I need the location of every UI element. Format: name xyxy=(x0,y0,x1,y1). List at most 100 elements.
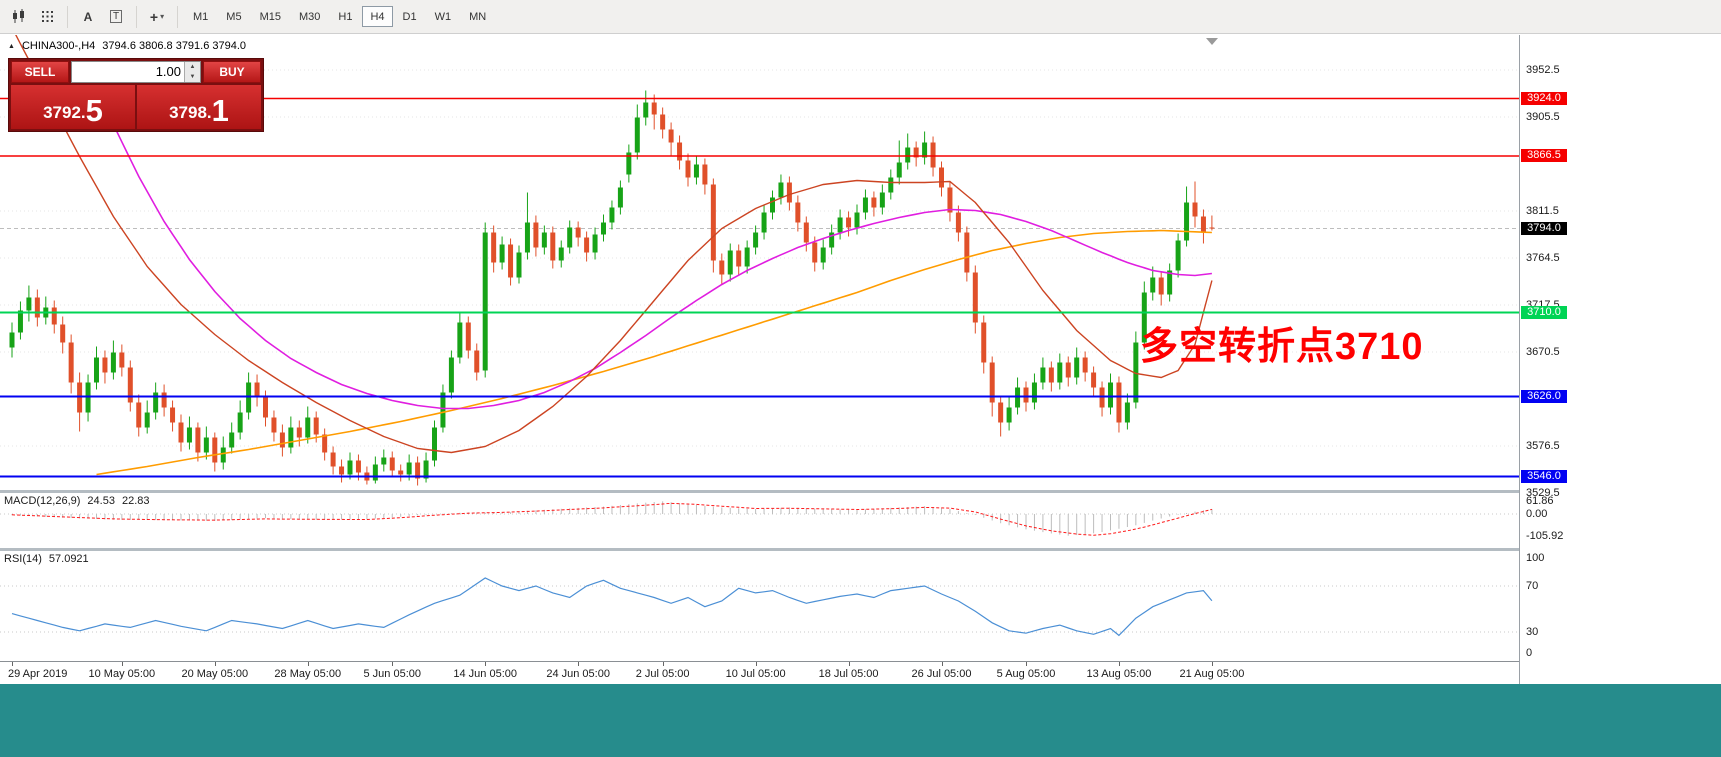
toolbar-separator xyxy=(177,5,178,28)
time-tick xyxy=(121,662,123,666)
bid-price-big-digit: 5 xyxy=(85,93,103,128)
font-tool-button[interactable]: A xyxy=(75,5,101,29)
time-label: 5 Aug 05:00 xyxy=(996,668,1056,680)
grid-lines xyxy=(0,69,1519,447)
chart-legend: ▲ CHINA300-,H4 3794.6 3806.8 3791.6 3794… xyxy=(8,40,246,52)
bottom-bar xyxy=(0,684,1721,757)
timeframe-m15[interactable]: M15 xyxy=(252,6,289,27)
mid-ma-line xyxy=(87,64,1212,410)
chart-symbol-timeframe: CHINA300-,H4 xyxy=(21,40,96,52)
price-scale-label: 3764.5 xyxy=(1526,252,1560,264)
time-label: 13 Aug 05:00 xyxy=(1086,668,1152,680)
timeframe-m1[interactable]: M1 xyxy=(185,6,216,27)
timeframe-h4[interactable]: H4 xyxy=(362,6,393,27)
macd-panel-label: MACD(12,26,9) 24.53 22.83 xyxy=(4,495,149,507)
toolbar-separator xyxy=(67,5,68,28)
time-label: 29 Apr 2019 xyxy=(8,668,68,680)
time-tick xyxy=(392,662,394,666)
volume-input[interactable]: 1.00 ▲ ▼ xyxy=(71,61,201,83)
time-label: 10 May 05:00 xyxy=(88,668,156,680)
chart-annotation-text: 多空转折点3710 xyxy=(1140,326,1424,368)
time-label: 21 Aug 05:00 xyxy=(1179,668,1245,680)
timeframe-w1[interactable]: W1 xyxy=(427,6,460,27)
candlestick-style-button[interactable] xyxy=(6,5,32,29)
price-tag-3626.0: 3626.0 xyxy=(1521,389,1567,403)
macd-signal-line xyxy=(11,502,1213,536)
crosshair-tool-icon: + xyxy=(149,8,159,25)
time-label: 28 May 05:00 xyxy=(274,668,342,680)
price-chart-panel[interactable]: ▲ CHINA300-,H4 3794.6 3806.8 3791.6 3794… xyxy=(0,35,1519,490)
macd-scale-label: 0.00 xyxy=(1526,508,1548,520)
fast-ma-line xyxy=(15,35,1213,454)
rsi-value: 57.0921 xyxy=(48,553,89,565)
panel-separator[interactable] xyxy=(0,490,1580,493)
macd-chart xyxy=(0,501,1519,536)
scale-separator xyxy=(1519,35,1520,684)
macd-histogram xyxy=(11,501,1213,536)
volume-decrease-icon[interactable]: ▼ xyxy=(189,74,196,80)
rsi-panel[interactable]: RSI(14) 57.0921 xyxy=(0,551,1519,661)
slow-ma-line xyxy=(96,229,1212,476)
collapse-panel-icon[interactable]: ▲ xyxy=(8,42,15,50)
one-click-trading-panel: SELL 1.00 ▲ ▼ BUY 3792. 5 3798. 1 xyxy=(8,58,264,132)
candlestick-chart[interactable] xyxy=(0,35,1519,490)
macd-panel[interactable]: MACD(12,26,9) 24.53 22.83 xyxy=(0,493,1519,548)
rsi-scale-label: 30 xyxy=(1526,625,1539,638)
volume-value[interactable]: 1.00 xyxy=(155,64,181,79)
buy-price-button[interactable]: 3798. 1 xyxy=(137,85,261,129)
timeframe-m30[interactable]: M30 xyxy=(291,6,328,27)
time-tick xyxy=(662,662,664,666)
sell-price-button[interactable]: 3792. 5 xyxy=(11,85,135,129)
text-label-tool-button[interactable]: T xyxy=(103,5,129,29)
price-tag-3924.0: 3924.0 xyxy=(1521,91,1567,105)
rsi-panel-label: RSI(14) 57.0921 xyxy=(4,553,89,565)
grid-style-button[interactable] xyxy=(34,5,60,29)
price-scale[interactable]: 3952.53905.53811.53764.53717.53670.53576… xyxy=(1520,35,1720,684)
main-toolbar: A T + ▾ M1 M5 M15 M30 H1 H4 D1 W1 MN xyxy=(0,0,1721,34)
timeframe-toolbar: M1 M5 M15 M30 H1 H4 D1 W1 MN xyxy=(185,6,494,27)
rsi-scale-label: 70 xyxy=(1526,579,1539,592)
chart-ohlc-values: 3794.6 3806.8 3791.6 3794.0 xyxy=(102,40,247,52)
time-label: 20 May 05:00 xyxy=(181,668,249,680)
price-scale-label: 3670.5 xyxy=(1526,346,1560,358)
time-tick xyxy=(941,662,943,666)
text-label-tool-icon: T xyxy=(109,10,123,23)
time-tick xyxy=(578,662,580,666)
volume-increase-icon[interactable]: ▲ xyxy=(189,64,196,70)
time-label: 10 Jul 05:00 xyxy=(725,668,786,680)
sell-button[interactable]: SELL xyxy=(11,61,69,83)
panel-separator[interactable] xyxy=(0,548,1580,551)
rsi-line xyxy=(11,577,1213,637)
volume-stepper: ▲ ▼ xyxy=(184,62,200,82)
time-label: 2 Jul 05:00 xyxy=(635,668,690,680)
time-tick xyxy=(848,662,850,666)
price-tag-3710.0: 3710.0 xyxy=(1521,305,1567,319)
price-scale-label: 3905.5 xyxy=(1526,111,1560,123)
rsi-scale-label: 0 xyxy=(1526,647,1533,659)
candlestick-style-icon xyxy=(13,9,24,23)
grid-icon xyxy=(41,11,53,22)
buy-button[interactable]: BUY xyxy=(203,61,261,83)
macd-value-main: 24.53 xyxy=(87,495,115,507)
crosshair-tool-button[interactable]: + ▾ xyxy=(144,5,170,29)
time-tick xyxy=(214,662,216,666)
price-scale-label: 3529.5 xyxy=(1526,487,1560,499)
time-label: 18 Jul 05:00 xyxy=(818,668,879,680)
candles xyxy=(9,90,1215,486)
chart-shift-marker[interactable] xyxy=(1206,38,1218,45)
bid-price: 3792. xyxy=(43,103,86,122)
time-axis[interactable]: 29 Apr 2019 10 May 05:00 20 May 05:00 28 Ma… xyxy=(0,662,1519,684)
rsi-scale-label: 100 xyxy=(1526,552,1545,564)
timeframe-d1[interactable]: D1 xyxy=(395,6,425,27)
time-label: 14 Jun 05:00 xyxy=(453,668,517,680)
time-tick xyxy=(307,662,309,666)
timeframe-mn[interactable]: MN xyxy=(461,6,494,27)
rsi-chart xyxy=(0,577,1519,637)
timeframe-h1[interactable]: H1 xyxy=(330,6,360,27)
time-label: 5 Jun 05:00 xyxy=(363,668,422,680)
time-tick xyxy=(1026,662,1027,666)
macd-scale-label: 61.86 xyxy=(1526,495,1554,508)
timeframe-m5[interactable]: M5 xyxy=(218,6,249,27)
price-tag-3866.5: 3866.5 xyxy=(1521,149,1567,162)
price-scale-label: 3576.5 xyxy=(1526,440,1560,452)
